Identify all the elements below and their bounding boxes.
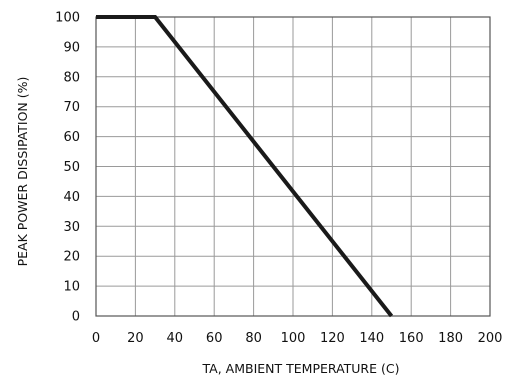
plot-frame xyxy=(95,16,491,317)
y-tick-label: 100 xyxy=(55,11,80,26)
y-tick-label: 70 xyxy=(63,100,80,115)
y-tick-label: 90 xyxy=(63,40,80,55)
y-tick-label: 30 xyxy=(63,220,80,235)
x-tick-label: 180 xyxy=(438,331,463,346)
y-tick-label: 60 xyxy=(63,130,80,145)
grid xyxy=(96,17,490,316)
x-tick-labels: 0 20 40 60 80 100 120 140 160 180 200 xyxy=(92,331,503,346)
x-tick-label: 100 xyxy=(281,331,306,346)
x-tick-label: 140 xyxy=(359,331,384,346)
x-tick-label: 60 xyxy=(206,331,223,346)
x-tick-label: 80 xyxy=(245,331,262,346)
y-tick-label: 40 xyxy=(63,190,80,205)
y-tick-label: 50 xyxy=(63,160,80,175)
x-tick-label: 0 xyxy=(92,331,100,346)
y-axis-title: PEAK POWER DISSIPATION (%) xyxy=(15,77,30,267)
series-layer xyxy=(96,15,394,318)
x-tick-label: 40 xyxy=(167,331,184,346)
y-tick-label: 20 xyxy=(63,250,80,265)
y-tick-labels: 0 10 20 30 40 50 60 70 80 90 100 xyxy=(55,11,80,325)
x-tick-label: 120 xyxy=(320,331,345,346)
y-tick-label: 80 xyxy=(63,70,80,85)
x-axis-title: TA, AMBIENT TEMPERATURE (C) xyxy=(202,361,400,376)
series-line xyxy=(96,15,394,318)
y-tick-label: 10 xyxy=(63,280,80,295)
x-tick-label: 200 xyxy=(478,331,503,346)
x-tick-label: 160 xyxy=(399,331,424,346)
y-tick-label: 0 xyxy=(72,310,80,325)
x-tick-label: 20 xyxy=(127,331,144,346)
